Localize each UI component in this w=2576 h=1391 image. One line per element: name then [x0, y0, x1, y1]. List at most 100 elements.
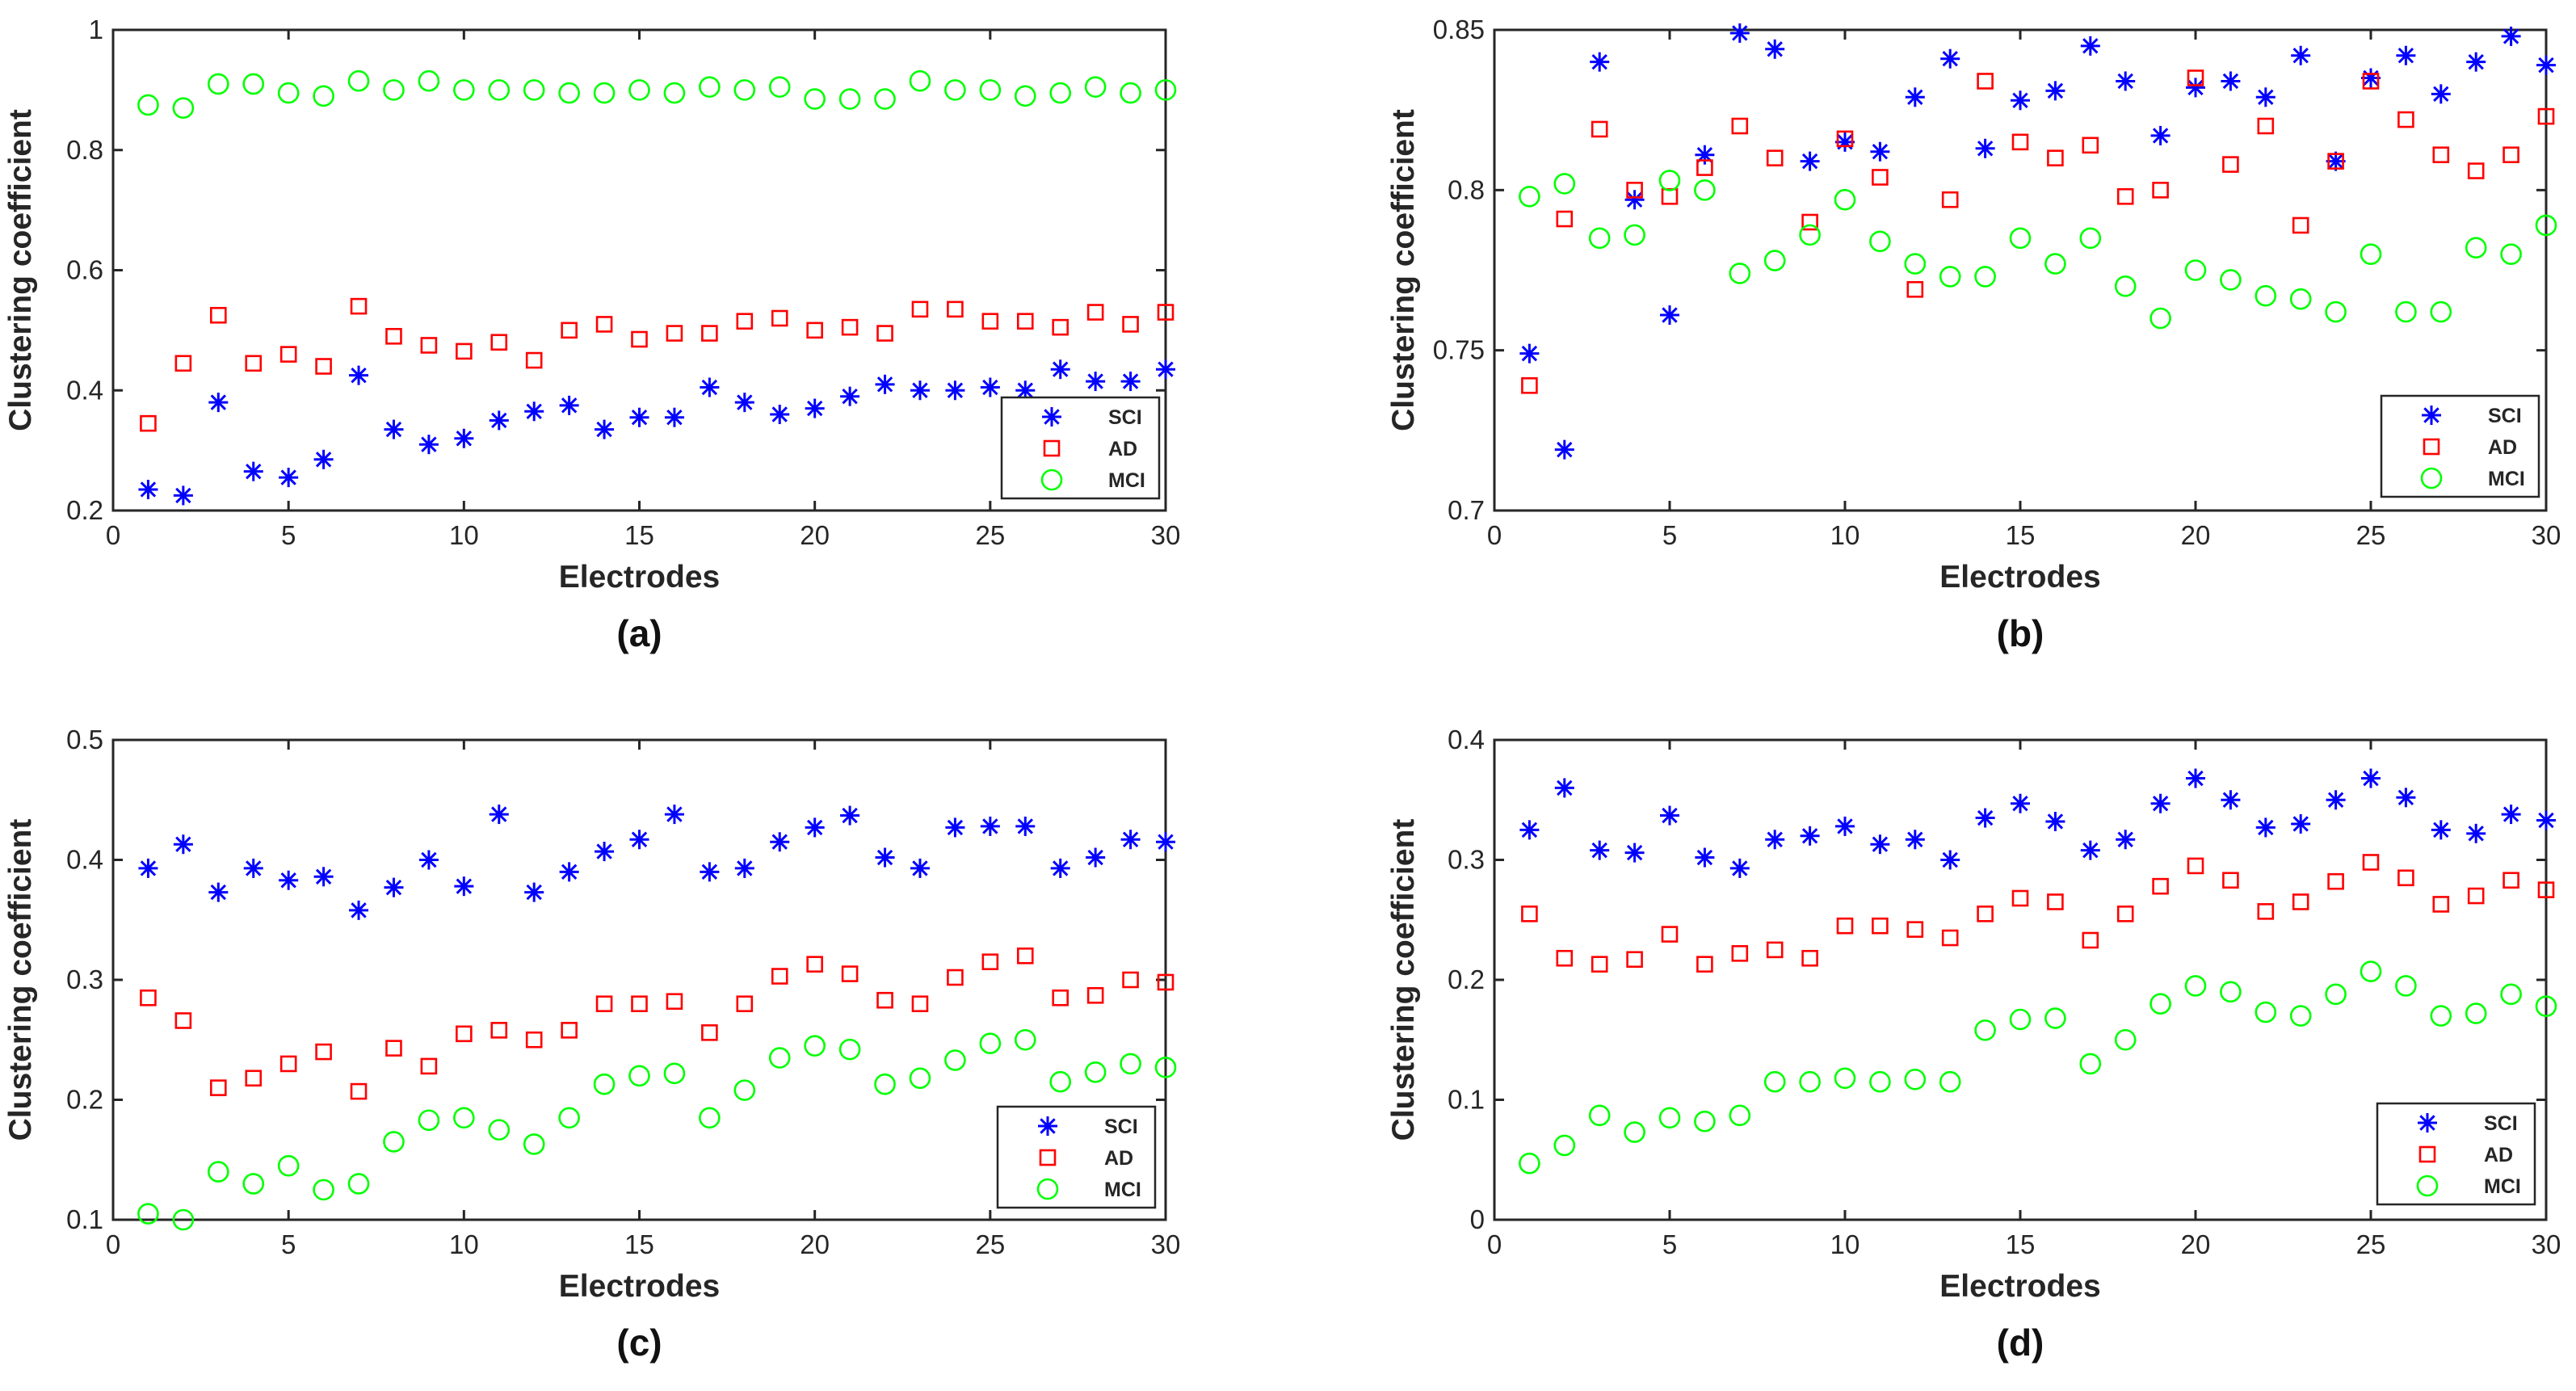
data-point: [2011, 889, 2029, 907]
data-point: [771, 309, 788, 327]
data-point: [174, 355, 192, 372]
legend-marker-sci: [1038, 1116, 1057, 1136]
data-point: [1626, 182, 1643, 199]
data-point: [2114, 275, 2137, 297]
legend-marker-ad: [1043, 439, 1061, 457]
legend-label-mci: MCI: [1104, 1179, 1141, 1201]
x-tick-label: 0: [1487, 520, 1502, 550]
data-point: [806, 321, 823, 339]
x-tick-label: 25: [2356, 1229, 2386, 1259]
data-point: [1554, 439, 1574, 460]
data-point: [1049, 1070, 1071, 1093]
data-point: [1120, 82, 1141, 104]
y-tick-label: 0.1: [66, 1204, 103, 1234]
y-tick-label: 0.8: [66, 135, 103, 165]
data-point: [1974, 1019, 1996, 1041]
legend-box: [1000, 396, 1161, 500]
data-point: [874, 1073, 896, 1095]
data-point: [418, 1109, 440, 1132]
x-axis-label: Electrodes: [559, 1269, 720, 1304]
y-tick-label: 0.4: [1448, 725, 1485, 754]
data-point: [2116, 187, 2134, 205]
chart-panel-b: 0 5 10 15 20 25 30 0.7 0.75 0.8 0.85 Electrodes Clus…: [1386, 15, 2561, 654]
data-point: [979, 1032, 1002, 1055]
data-point: [489, 410, 509, 431]
data-point: [1084, 76, 1107, 98]
data-point: [2431, 820, 2451, 840]
data-point: [2327, 153, 2344, 170]
data-point: [2501, 805, 2521, 825]
data-point: [384, 419, 404, 439]
data-point: [1905, 87, 1925, 107]
data-point: [806, 956, 823, 973]
data-point: [1015, 816, 1036, 836]
data-point: [488, 79, 511, 101]
data-point: [245, 355, 263, 372]
data-point: [2502, 872, 2519, 889]
data-point: [945, 817, 965, 838]
data-point: [1050, 858, 1070, 878]
data-point: [2360, 960, 2382, 982]
data-point: [488, 1119, 511, 1141]
x-axis-label: Electrodes: [1939, 1269, 2100, 1304]
data-point: [2184, 259, 2207, 281]
data-point: [383, 79, 405, 101]
data-point: [347, 1173, 370, 1195]
data-point: [2397, 111, 2414, 128]
data-point: [209, 306, 227, 324]
legend-label-ad: AD: [2484, 1144, 2513, 1166]
data-point: [2150, 793, 2170, 813]
legend: SCI AD MCI: [1000, 396, 1161, 500]
data-point: [1049, 82, 1071, 104]
data-point: [1014, 1028, 1036, 1051]
legend-label-ad: AD: [1108, 438, 1137, 460]
data-point: [525, 1031, 543, 1049]
data-point: [2009, 1008, 2032, 1031]
data-point: [2397, 869, 2414, 887]
data-point: [981, 953, 999, 971]
x-tick-label: 0: [106, 520, 120, 550]
data-point: [945, 380, 965, 401]
data-point: [595, 419, 615, 439]
data-point: [876, 325, 893, 342]
data-point: [1800, 151, 1820, 171]
data-point: [2221, 71, 2241, 91]
data-point: [1941, 191, 1959, 208]
y-axis-label: Clustering coefficient: [1386, 819, 1421, 1141]
data-point: [1799, 1070, 1821, 1093]
data-point: [2045, 811, 2065, 831]
data-point: [2044, 1007, 2066, 1029]
data-point: [631, 330, 648, 348]
data-point: [736, 313, 754, 330]
chart-panel-a: 0 5 10 15 20 25 30 0.2 0.4 0.6 0.8 1 Electrodes Clust…: [3, 15, 1180, 654]
data-point: [2537, 881, 2555, 898]
x-tick-label: 30: [2532, 520, 2561, 550]
data-point: [2325, 983, 2347, 1006]
data-point: [1590, 52, 1610, 72]
y-tick-label: 0.4: [66, 845, 103, 875]
data-point: [558, 1107, 580, 1129]
legend-marker-ad: [2418, 1145, 2436, 1163]
x-tick-label: 10: [1830, 520, 1860, 550]
data-point: [2396, 45, 2416, 65]
data-point: [277, 1154, 300, 1177]
data-point: [664, 805, 684, 825]
data-point: [1554, 778, 1574, 798]
data-point: [1729, 23, 1750, 43]
data-point: [1553, 1134, 1576, 1157]
data-point: [2431, 84, 2451, 104]
y-tick-label: 0: [1470, 1204, 1485, 1234]
data-point: [350, 1082, 368, 1100]
data-point: [700, 862, 720, 882]
data-point: [910, 858, 930, 878]
data-point: [838, 88, 861, 110]
data-point: [1941, 929, 1959, 947]
data-point: [1696, 159, 1713, 176]
data-point: [2116, 71, 2136, 91]
data-point: [2047, 893, 2064, 910]
data-point: [315, 358, 332, 375]
data-point: [631, 995, 648, 1012]
data-point: [770, 832, 790, 852]
data-point: [2186, 768, 2205, 788]
data-point: [1729, 263, 1751, 284]
